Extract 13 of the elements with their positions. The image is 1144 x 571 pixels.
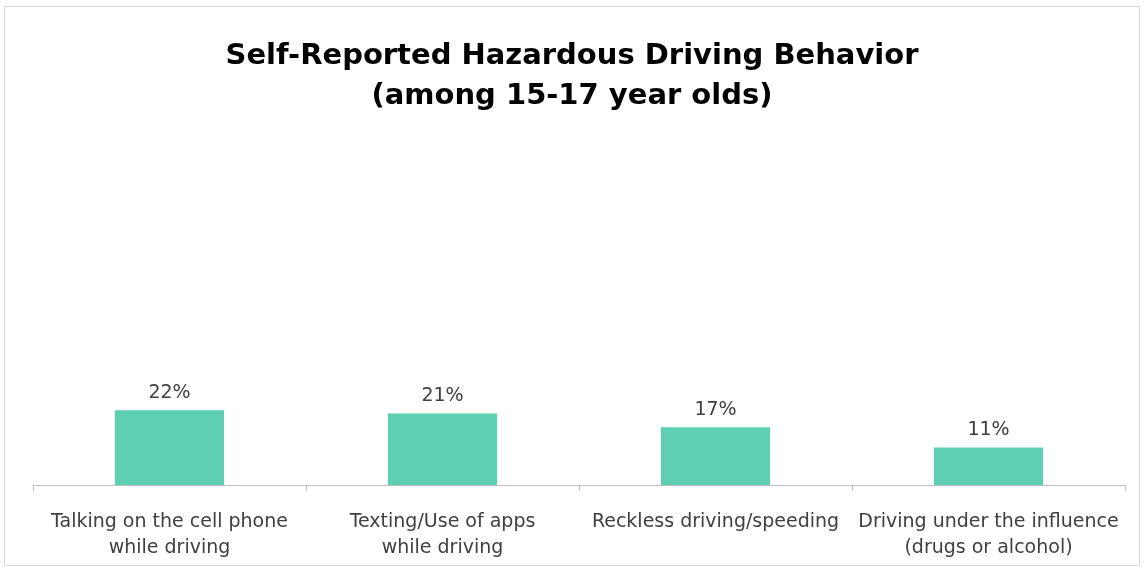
- bar: [387, 413, 498, 485]
- bar: [933, 447, 1044, 485]
- data-label: 17%: [694, 396, 737, 419]
- x-tick-label: Texting/Use of apps while driving: [348, 509, 536, 557]
- x-tick-label: Driving under the influence (drugs or alcohol): [858, 509, 1119, 557]
- data-label: 22%: [148, 379, 191, 402]
- data-label: 11%: [967, 417, 1010, 440]
- x-tick-label: Reckless driving/speeding: [591, 509, 840, 531]
- x-tick-label: Talking on the cell phone while driving: [50, 509, 288, 557]
- bar: [114, 410, 225, 485]
- bar: [660, 427, 771, 485]
- data-label: 21%: [421, 383, 464, 406]
- chart-title: Self-Reported Hazardous Driving Behavior (among 15-17 year olds): [225, 37, 920, 111]
